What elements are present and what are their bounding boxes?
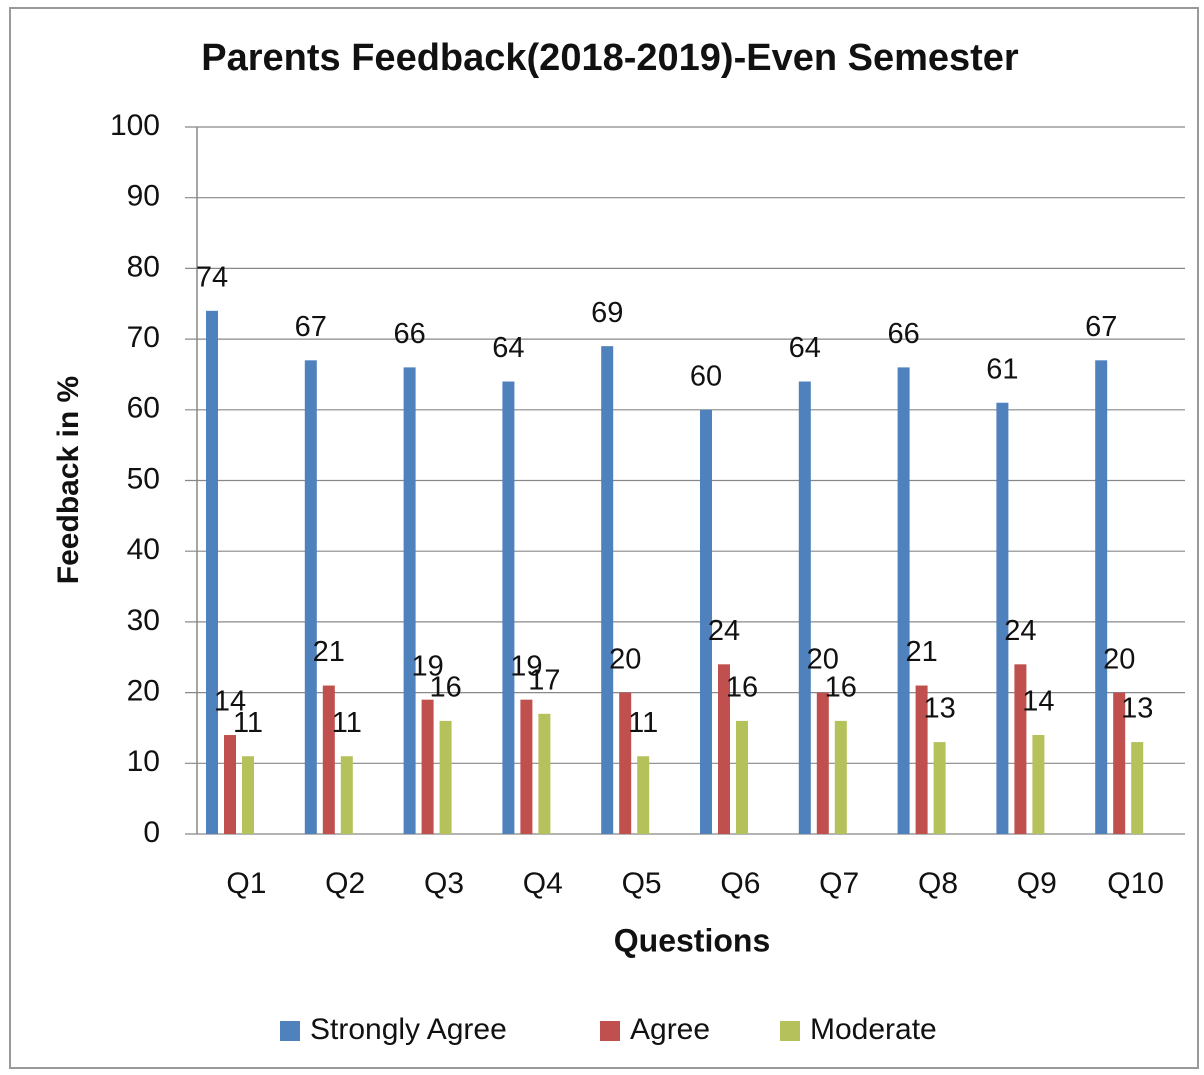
chart-title: Parents Feedback(2018-2019)-Even Semeste… xyxy=(201,37,1019,79)
y-axis-label: Feedback in % xyxy=(52,376,85,584)
bar xyxy=(520,699,533,834)
data-label: 60 xyxy=(690,360,722,392)
data-label: 67 xyxy=(1085,311,1117,343)
bar xyxy=(601,346,614,834)
x-tick-label: Q10 xyxy=(1107,867,1164,900)
data-label: 16 xyxy=(726,672,758,704)
x-tick-label: Q7 xyxy=(819,867,859,900)
legend-label: Strongly Agree xyxy=(310,1013,507,1046)
y-tick-label: 20 xyxy=(127,675,160,708)
bar xyxy=(619,692,632,834)
data-label: 20 xyxy=(807,643,839,675)
bar xyxy=(1032,735,1045,834)
y-tick-label: 50 xyxy=(127,462,160,495)
y-tick-label: 30 xyxy=(127,604,160,637)
bar xyxy=(637,756,650,834)
data-label: 66 xyxy=(887,318,919,350)
bar xyxy=(915,685,928,834)
data-label: 21 xyxy=(905,636,937,668)
x-tick-label: Q2 xyxy=(325,867,365,900)
bar xyxy=(206,310,218,834)
y-tick-label: 60 xyxy=(127,392,160,425)
x-tick-label: Q9 xyxy=(1017,867,1057,900)
data-label: 19 xyxy=(510,650,542,682)
data-label: 20 xyxy=(609,643,641,675)
x-tick-label: Q1 xyxy=(226,867,266,900)
y-tick-label: 10 xyxy=(127,745,160,778)
bar xyxy=(502,381,515,834)
data-label: 11 xyxy=(233,707,263,739)
data-label: 21 xyxy=(313,636,345,668)
data-label: 19 xyxy=(411,650,443,682)
bar xyxy=(1095,360,1108,834)
data-label: 64 xyxy=(789,332,821,364)
legend-label: Moderate xyxy=(810,1013,937,1046)
y-tick-label: 70 xyxy=(127,321,160,354)
data-label: 11 xyxy=(332,707,362,739)
bar xyxy=(1014,664,1027,834)
bar xyxy=(304,360,317,834)
bar xyxy=(1113,692,1126,834)
data-label: 24 xyxy=(1004,615,1036,647)
data-label: 11 xyxy=(628,707,658,739)
y-tick-label: 0 xyxy=(143,816,160,849)
legend-swatch xyxy=(600,1021,620,1041)
legend-swatch xyxy=(280,1021,300,1041)
bar xyxy=(897,367,910,834)
bar xyxy=(242,756,254,834)
bar xyxy=(224,735,236,834)
data-label: 64 xyxy=(492,332,524,364)
x-tick-label: Q4 xyxy=(523,867,563,900)
bar xyxy=(322,685,335,834)
data-label: 14 xyxy=(214,686,246,718)
data-label: 66 xyxy=(393,318,425,350)
data-label: 13 xyxy=(923,693,955,725)
x-tick-label: Q6 xyxy=(720,867,760,900)
y-tick-label: 90 xyxy=(127,180,160,213)
data-label: 16 xyxy=(825,672,857,704)
bar xyxy=(718,664,730,834)
data-label: 74 xyxy=(196,261,228,293)
y-tick-label: 40 xyxy=(127,533,160,566)
data-label: 14 xyxy=(1022,686,1054,718)
bar xyxy=(736,720,748,834)
y-tick-label: 100 xyxy=(110,109,160,142)
data-label: 61 xyxy=(986,353,1018,385)
x-tick-label: Q3 xyxy=(424,867,464,900)
x-tick-label: Q5 xyxy=(622,867,662,900)
data-label: 67 xyxy=(295,311,327,343)
legend-label: Agree xyxy=(630,1013,710,1046)
bar xyxy=(421,699,434,834)
bar xyxy=(933,742,946,834)
bar xyxy=(1131,742,1144,834)
x-tick-label: Q8 xyxy=(918,867,958,900)
bar xyxy=(403,367,416,834)
bar xyxy=(798,381,811,834)
legend-swatch xyxy=(780,1021,800,1041)
data-label: 20 xyxy=(1103,643,1135,675)
data-label: 13 xyxy=(1121,693,1153,725)
x-axis-label: Questions xyxy=(614,922,770,958)
bar xyxy=(700,409,712,834)
bar xyxy=(439,720,452,834)
bar xyxy=(834,720,847,834)
bar xyxy=(816,692,829,834)
bar xyxy=(538,713,551,834)
data-label: 69 xyxy=(591,297,623,329)
data-label: 16 xyxy=(429,672,461,704)
y-tick-label: 80 xyxy=(127,250,160,283)
data-label: 24 xyxy=(708,615,740,647)
bar xyxy=(340,756,353,834)
bar xyxy=(996,402,1009,834)
data-label: 17 xyxy=(528,664,560,696)
